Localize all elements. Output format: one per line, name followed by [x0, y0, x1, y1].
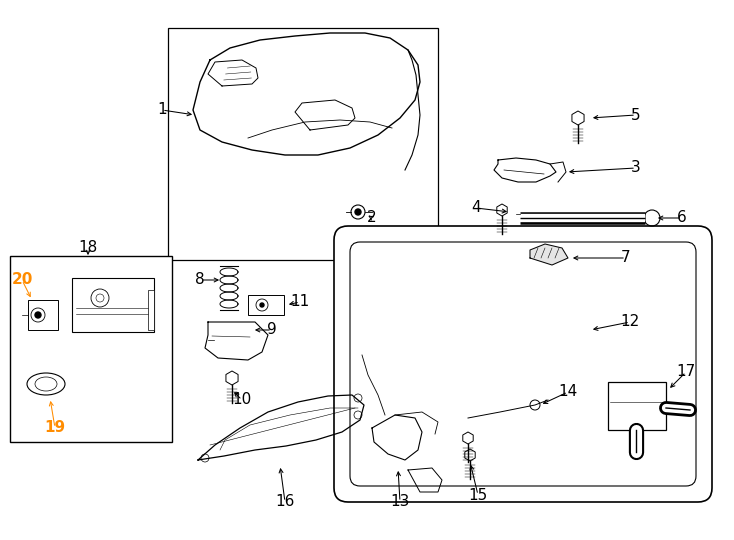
Bar — [248, 295, 284, 315]
Circle shape — [355, 209, 361, 215]
Text: 19: 19 — [45, 421, 65, 435]
Text: 16: 16 — [275, 495, 294, 510]
Circle shape — [35, 312, 41, 318]
Polygon shape — [497, 204, 507, 216]
Bar — [168, 28, 438, 260]
Ellipse shape — [27, 373, 65, 395]
Text: 8: 8 — [195, 273, 205, 287]
Polygon shape — [465, 449, 475, 461]
Text: 13: 13 — [390, 495, 410, 510]
Text: 3: 3 — [631, 160, 641, 176]
Text: 15: 15 — [468, 488, 487, 503]
Polygon shape — [226, 371, 238, 385]
Text: 2: 2 — [367, 211, 377, 226]
Text: 9: 9 — [267, 322, 277, 338]
Text: 6: 6 — [677, 211, 687, 226]
Circle shape — [260, 303, 264, 307]
Bar — [148, 290, 154, 330]
Text: 17: 17 — [676, 364, 696, 380]
Text: 1: 1 — [157, 103, 167, 118]
Polygon shape — [463, 432, 473, 444]
Text: 12: 12 — [620, 314, 639, 329]
Ellipse shape — [35, 377, 57, 391]
Bar — [28, 300, 58, 330]
FancyBboxPatch shape — [334, 226, 712, 502]
Text: 5: 5 — [631, 107, 641, 123]
Text: 10: 10 — [233, 393, 252, 408]
Text: 20: 20 — [11, 273, 33, 287]
Text: 7: 7 — [621, 251, 631, 266]
FancyBboxPatch shape — [350, 242, 696, 486]
Polygon shape — [572, 111, 584, 125]
Text: 4: 4 — [471, 200, 481, 215]
Bar — [72, 278, 154, 332]
Text: 18: 18 — [79, 240, 98, 255]
Text: 14: 14 — [559, 384, 578, 400]
Polygon shape — [530, 244, 568, 265]
Bar — [10, 256, 172, 442]
Text: 11: 11 — [291, 294, 310, 309]
Bar — [608, 382, 666, 430]
